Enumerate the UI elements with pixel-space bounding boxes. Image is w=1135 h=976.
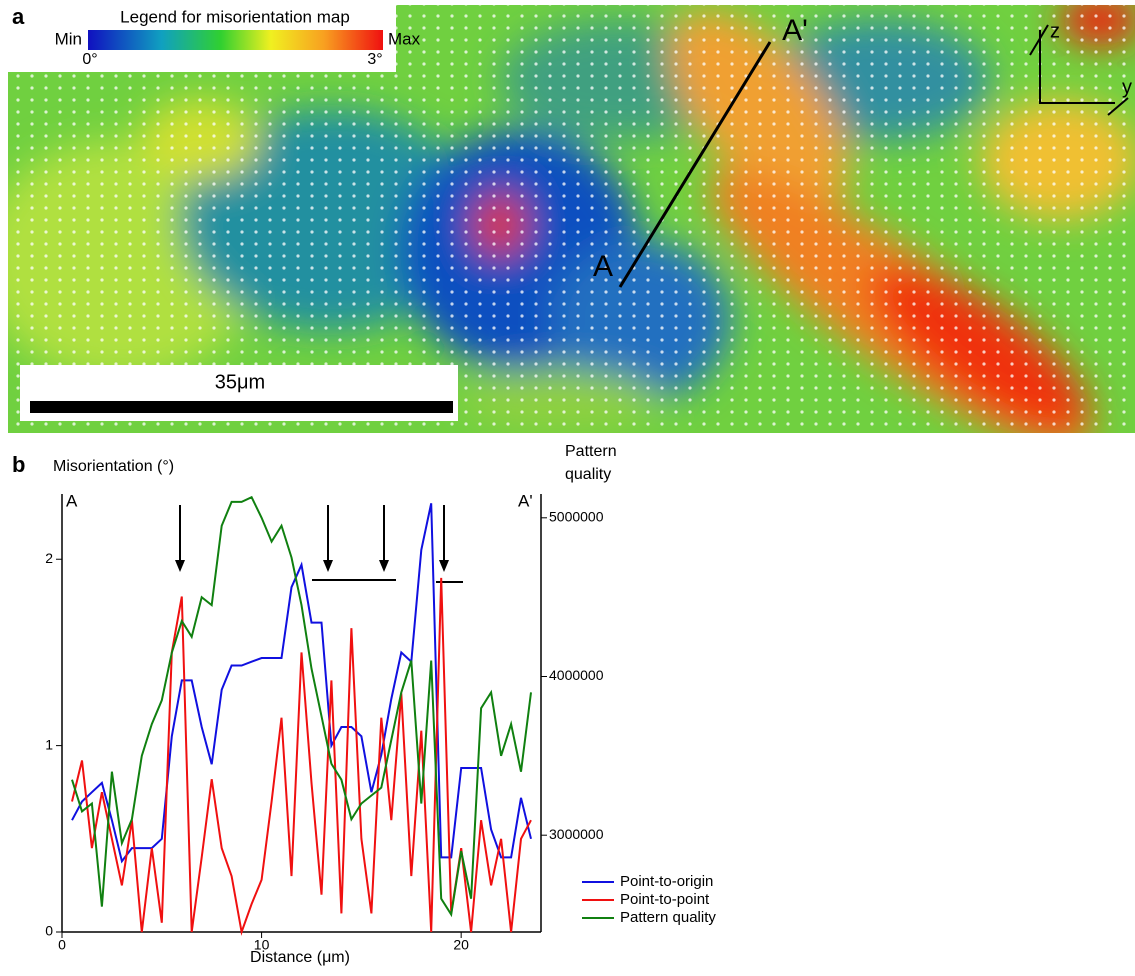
legend-label: Pattern quality: [620, 909, 716, 926]
legend-label: Point-to-origin: [620, 873, 713, 890]
panel-label: a: [12, 4, 25, 29]
point-label: A': [782, 14, 808, 47]
axis-label: z: [1050, 20, 1060, 42]
y2-tick-label: 5000000: [549, 509, 604, 525]
series-line: [72, 497, 531, 914]
min-label: Min: [55, 29, 82, 48]
figure: a Legend for misorientation map Min Max …: [0, 0, 1135, 971]
misorientation-map: [0, 0, 1135, 487]
min-value: 0°: [82, 51, 97, 68]
panel-label: b: [12, 452, 25, 477]
y-tick-label: 2: [45, 550, 53, 566]
y-tick-label: 0: [45, 923, 53, 939]
x-tick-label: 20: [453, 937, 469, 953]
max-label: Max: [388, 29, 421, 48]
series-line: [72, 578, 531, 932]
y2-axis-label: Pattern: [565, 443, 617, 460]
y-axis-label: Misorientation (°): [53, 458, 174, 475]
y-tick-label: 1: [45, 736, 53, 752]
scale-bar-label: 35μm: [215, 371, 265, 393]
series-line: [72, 503, 531, 861]
point-label: A: [593, 250, 613, 283]
legend-title: Legend for misorientation map: [120, 7, 350, 26]
colorbar: [88, 30, 383, 50]
x-tick-label: 10: [254, 937, 270, 953]
y2-tick-label: 3000000: [549, 826, 604, 842]
legend-label: Point-to-point: [620, 891, 710, 908]
y2-axis-label: quality: [565, 466, 611, 483]
x-tick-label: 0: [58, 937, 66, 953]
y2-tick-label: 4000000: [549, 667, 604, 683]
start-label: A: [66, 491, 78, 510]
max-value: 3°: [367, 51, 382, 68]
axis-label: y: [1122, 76, 1132, 98]
profile-chart: b Misorientation (°) Pattern quality Dis…: [12, 443, 716, 966]
end-label: A': [518, 491, 533, 510]
